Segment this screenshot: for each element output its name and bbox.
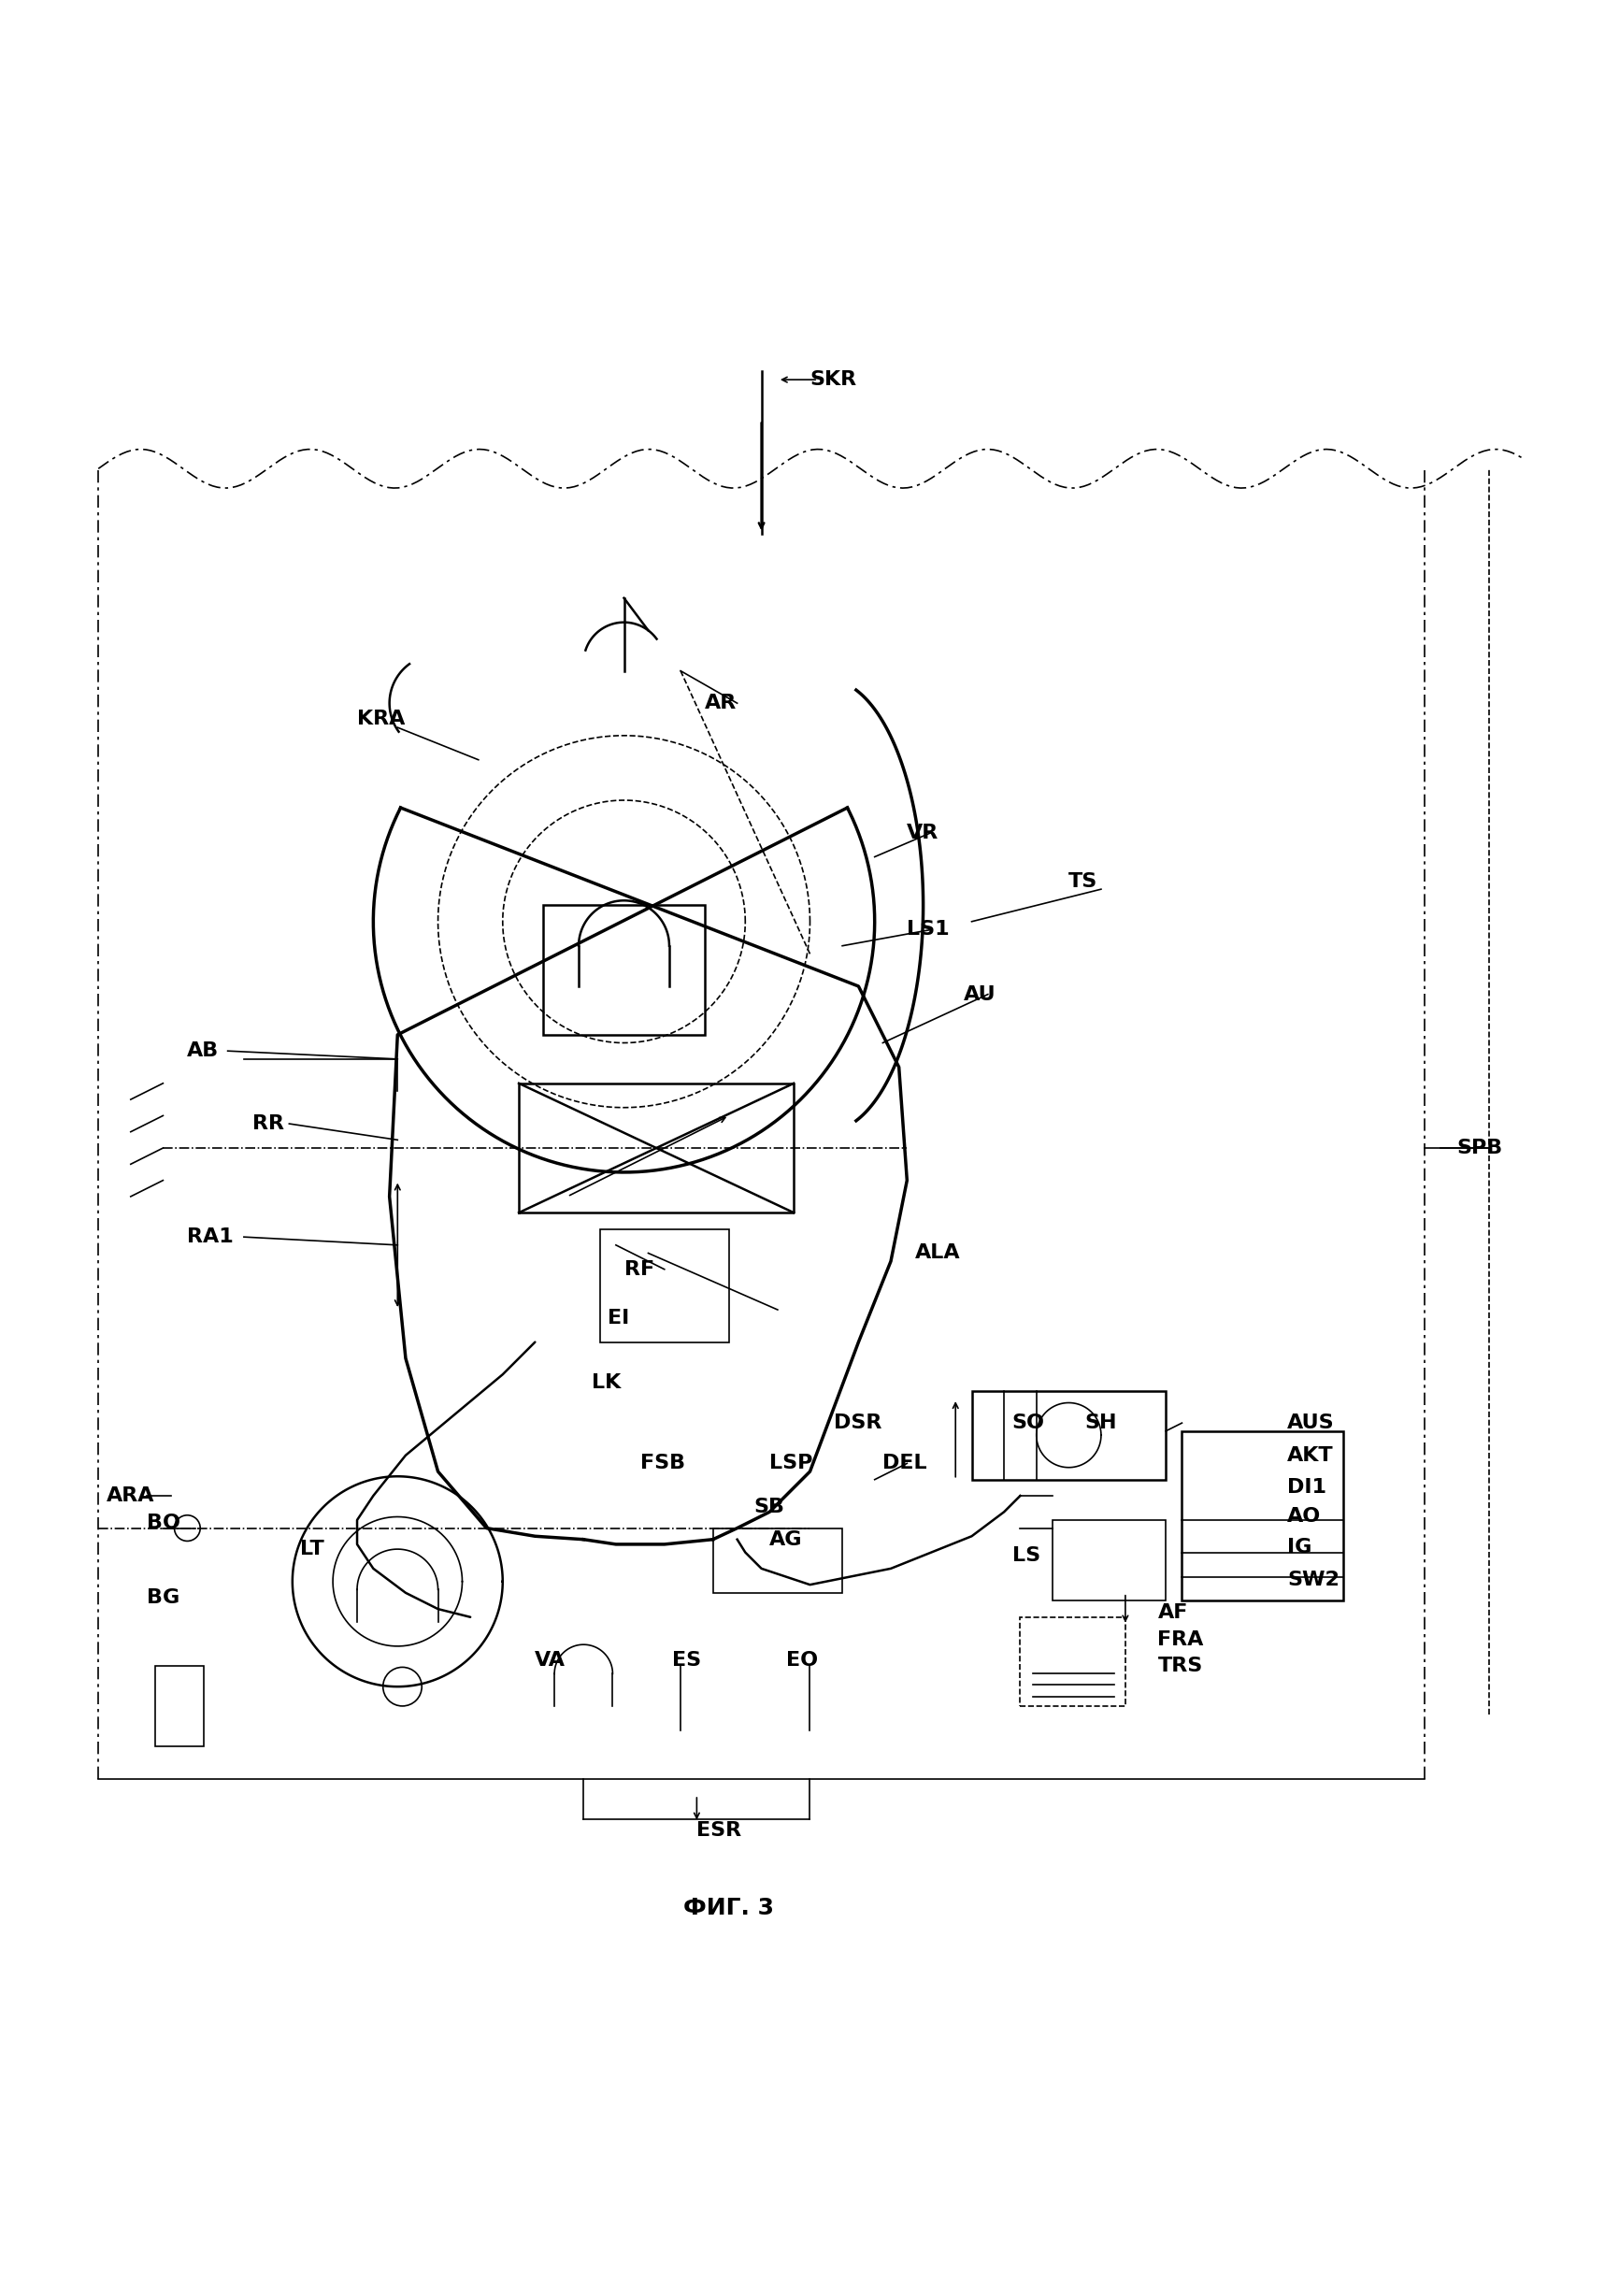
- Text: SKR: SKR: [810, 370, 856, 388]
- Text: KRA: KRA: [356, 709, 405, 728]
- Text: ФИГ. 3: ФИГ. 3: [683, 1896, 774, 1919]
- Text: AB: AB: [188, 1042, 219, 1061]
- Text: LSP: LSP: [769, 1453, 813, 1472]
- Bar: [1052, 1520, 1166, 1600]
- Text: AUS: AUS: [1287, 1414, 1334, 1433]
- Text: ARA: ARA: [107, 1486, 154, 1506]
- Text: BO: BO: [147, 1513, 180, 1534]
- Text: VR: VR: [907, 824, 939, 843]
- Text: AU: AU: [963, 985, 996, 1003]
- Bar: [1020, 1616, 1125, 1706]
- Text: SPB: SPB: [1455, 1139, 1502, 1157]
- Text: RR: RR: [253, 1114, 283, 1134]
- Text: TRS: TRS: [1158, 1655, 1201, 1676]
- Text: LK: LK: [591, 1373, 620, 1391]
- Text: DEL: DEL: [882, 1453, 926, 1472]
- Text: ES: ES: [672, 1651, 701, 1669]
- Text: RA1: RA1: [188, 1228, 233, 1247]
- Text: AG: AG: [769, 1529, 803, 1550]
- Bar: [1182, 1430, 1342, 1600]
- Text: EO: EO: [785, 1651, 818, 1669]
- Bar: [542, 905, 704, 1035]
- Text: EI: EI: [607, 1309, 630, 1327]
- Text: LS1: LS1: [907, 921, 949, 939]
- Text: AF: AF: [1158, 1603, 1187, 1621]
- Bar: [155, 1665, 204, 1747]
- Text: DSR: DSR: [834, 1414, 882, 1433]
- Text: RF: RF: [623, 1261, 654, 1279]
- Text: SO: SO: [1012, 1414, 1044, 1433]
- Text: ALA: ALA: [915, 1244, 960, 1263]
- Text: SW2: SW2: [1287, 1570, 1339, 1589]
- Text: DI1: DI1: [1287, 1479, 1326, 1497]
- Text: FRA: FRA: [1158, 1630, 1203, 1649]
- Text: BG: BG: [147, 1589, 180, 1607]
- Text: AR: AR: [704, 693, 737, 712]
- Text: LT: LT: [301, 1541, 324, 1559]
- Bar: [599, 1228, 729, 1343]
- Text: ESR: ESR: [696, 1821, 742, 1839]
- Text: SB: SB: [753, 1497, 784, 1515]
- Text: VA: VA: [534, 1651, 565, 1669]
- Text: SH: SH: [1085, 1414, 1117, 1433]
- Text: LS: LS: [1012, 1545, 1039, 1566]
- Text: IG: IG: [1287, 1538, 1311, 1557]
- Text: TS: TS: [1069, 872, 1098, 891]
- Text: AKT: AKT: [1287, 1446, 1332, 1465]
- Text: FSB: FSB: [640, 1453, 685, 1472]
- Text: AO: AO: [1287, 1508, 1319, 1527]
- Bar: [971, 1391, 1166, 1479]
- Bar: [712, 1529, 842, 1593]
